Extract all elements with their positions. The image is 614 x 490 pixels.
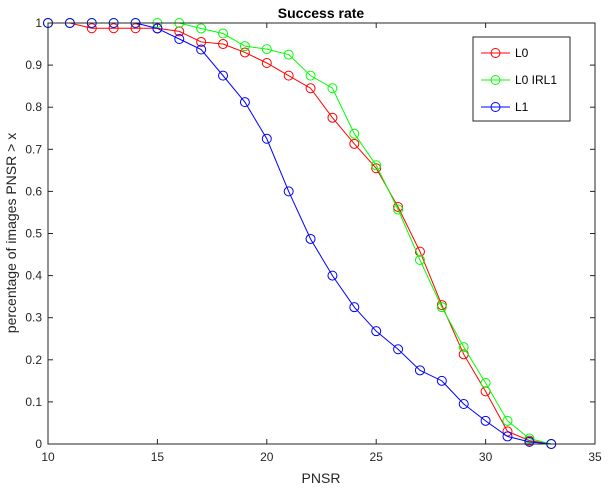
y-tick-label: 0.6 [25, 184, 42, 198]
x-tick-label: 30 [479, 450, 493, 464]
data-point [108, 23, 119, 34]
data-point [305, 83, 316, 94]
y-tick-label: 0 [35, 437, 42, 451]
data-point [152, 23, 163, 34]
data-point [393, 201, 404, 212]
data-point [283, 70, 294, 81]
data-point [393, 344, 404, 355]
plot-frame [47, 22, 596, 445]
data-point [502, 431, 513, 442]
x-tick-label: 20 [260, 450, 274, 464]
data-point [196, 36, 207, 47]
legend-label: L0 IRL1 [515, 73, 557, 87]
data-point [393, 204, 404, 215]
legend-label: L0 [515, 46, 529, 60]
legend-item: L0 IRL1 [481, 73, 557, 87]
x-tick-label: 25 [370, 450, 384, 464]
data-point [305, 70, 316, 81]
data-point [436, 375, 447, 386]
data-point [371, 326, 382, 337]
data-point [327, 83, 338, 94]
data-point [524, 433, 535, 444]
data-point [349, 128, 360, 139]
legend: L0 L0 IRL1 L1 [472, 36, 571, 122]
y-tick-label: 1 [35, 16, 42, 30]
legend-label: L1 [515, 100, 529, 114]
data-point [480, 377, 491, 388]
data-point [371, 163, 382, 174]
x-tick-label: 10 [41, 450, 55, 464]
data-point [196, 23, 207, 34]
data-point [130, 23, 141, 34]
data-point [436, 302, 447, 313]
data-point [414, 246, 425, 257]
legend-item: L0 [481, 46, 529, 60]
data-point [239, 47, 250, 58]
data-point [239, 97, 250, 108]
data-point [261, 57, 272, 68]
legend-marker [490, 102, 501, 112]
y-tick-label: 0.9 [25, 58, 42, 72]
data-point [414, 255, 425, 266]
x-axis-label: PNSR [302, 470, 341, 486]
legend-marker [490, 75, 501, 85]
x-tick-label: 35 [588, 450, 602, 464]
data-point [414, 365, 425, 376]
data-point [218, 70, 229, 81]
data-point [327, 270, 338, 281]
y-tick-label: 0.3 [25, 311, 42, 325]
y-tick-label: 0.8 [25, 100, 42, 114]
data-point [239, 41, 250, 52]
data-point [371, 160, 382, 171]
data-point [174, 33, 185, 44]
data-point [261, 44, 272, 55]
legend-marker [490, 48, 501, 58]
data-point [349, 138, 360, 149]
legend-item: L1 [481, 100, 529, 114]
data-point [86, 23, 97, 34]
data-point [218, 28, 229, 39]
y-axis-ticks: 0 0.1 0.2 0.3 0.4 0.5 0.6 0.7 0.8 0.9 1 [25, 16, 595, 451]
y-tick-label: 0.4 [25, 269, 42, 283]
data-point [458, 342, 469, 353]
chart-title: Success rate [278, 5, 365, 21]
legend-items: L0 L0 IRL1 L1 [481, 46, 557, 114]
y-tick-label: 0.5 [25, 227, 42, 241]
y-axis-label: percentage of images PNSR > x [3, 133, 19, 333]
data-point [218, 39, 229, 50]
data-point [196, 44, 207, 55]
data-point [502, 415, 513, 426]
data-point [305, 233, 316, 244]
y-tick-label: 0.1 [25, 395, 42, 409]
data-point [283, 186, 294, 197]
data-point [283, 49, 294, 60]
y-tick-label: 0.7 [25, 142, 42, 156]
data-point [174, 26, 185, 37]
data-point [327, 112, 338, 123]
y-tick-label: 0.2 [25, 353, 42, 367]
x-tick-label: 15 [151, 450, 165, 464]
data-point [261, 133, 272, 144]
series-line [48, 22, 552, 445]
data-point [458, 399, 469, 410]
data-point [524, 436, 535, 447]
x-axis-ticks: 10 15 20 25 30 35 [41, 23, 602, 464]
data-point [480, 415, 491, 426]
data-point [349, 302, 360, 313]
